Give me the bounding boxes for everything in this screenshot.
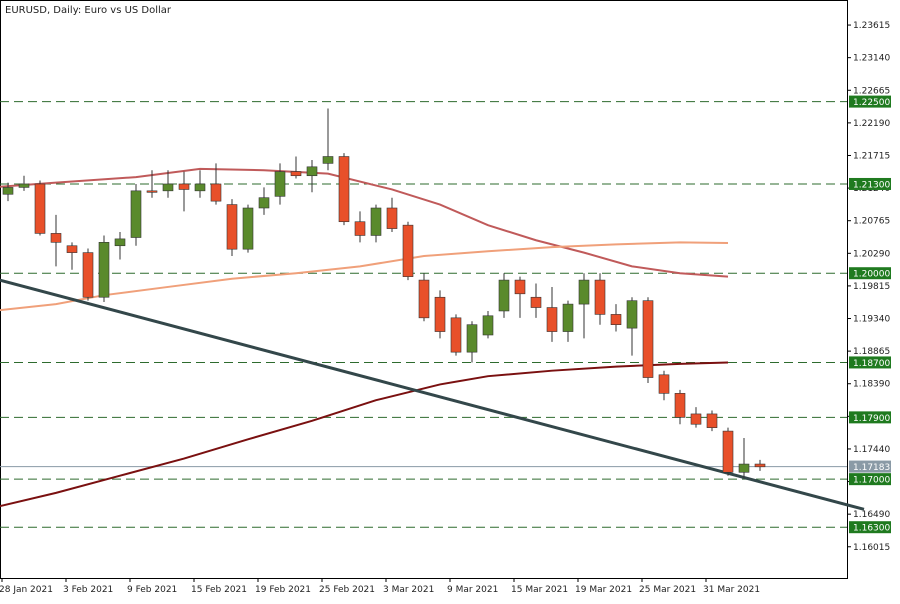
candle-body: [66, 245, 78, 253]
level-badge: 1.20000: [853, 270, 890, 280]
candle-body: [2, 187, 14, 195]
x-tick-label: 28 Jan 2021: [0, 585, 53, 595]
candle-body: [466, 324, 478, 353]
chart-title: EURUSD, Daily: Euro vs US Dollar: [5, 5, 172, 16]
x-tick-label: 3 Mar 2021: [383, 585, 434, 595]
candle-body: [306, 166, 318, 177]
x-tick-label: 9 Feb 2021: [127, 585, 177, 595]
level-badge-bg: [849, 267, 891, 280]
y-tick-label: 1.19340: [853, 315, 890, 325]
level-badge-bg: [849, 356, 891, 369]
candle-body: [130, 190, 142, 238]
candle-body: [594, 279, 606, 315]
candle-body: [194, 183, 206, 192]
level-badge-bg: [849, 521, 891, 534]
candle-body: [50, 233, 62, 243]
x-tick-label: 25 Feb 2021: [319, 585, 375, 595]
candle-body: [706, 413, 718, 428]
y-tick-label: 1.19815: [853, 282, 890, 292]
candle-body: [418, 279, 430, 319]
y-tick-label: 1.18865: [853, 347, 890, 357]
x-tick-label: 25 Mar 2021: [639, 585, 696, 595]
candle-body: [34, 183, 46, 234]
candle-body: [610, 314, 622, 325]
candle-body: [146, 190, 158, 193]
candle-body: [690, 413, 702, 425]
candle-body: [98, 242, 110, 298]
candle-body: [226, 204, 238, 250]
level-badge: 1.18700: [853, 359, 890, 369]
candle-body: [514, 279, 526, 295]
candle-body: [370, 207, 382, 236]
y-tick-label: 1.18390: [853, 380, 890, 390]
candle-body: [210, 183, 222, 202]
candle-body: [322, 156, 334, 164]
candle-body: [162, 183, 174, 192]
current-price-badge-bg: [849, 460, 891, 473]
candle-body: [274, 171, 286, 197]
x-tick-label: 19 Feb 2021: [255, 585, 311, 595]
y-tick-label: 1.22190: [853, 119, 890, 129]
x-tick-label: 3 Feb 2021: [63, 585, 113, 595]
level-badge-bg: [849, 473, 891, 486]
y-tick-label: 1.20765: [853, 217, 890, 227]
current-price-badge: 1.17183: [853, 463, 890, 473]
candle-body: [642, 300, 654, 378]
level-badge-bg: [849, 95, 891, 108]
ma-slow-line: [0, 167, 729, 278]
x-tick-label: 31 Mar 2021: [703, 585, 760, 595]
level-badge-bg: [849, 177, 891, 190]
candle-body: [386, 207, 398, 229]
y-tick-label: 1.23615: [853, 21, 890, 31]
candle-body: [738, 463, 750, 473]
trend-line: [0, 278, 865, 511]
candle-body: [18, 183, 30, 188]
candle-body: [722, 430, 734, 473]
candle-body: [546, 307, 558, 332]
ma-long-line: [0, 361, 729, 508]
candle-body: [402, 224, 414, 277]
candle-body: [434, 296, 446, 332]
y-tick-label: 1.21715: [853, 151, 890, 161]
candle-body: [290, 171, 302, 177]
x-tick-label: 9 Mar 2021: [447, 585, 498, 595]
y-tick-label: 1.16490: [853, 510, 890, 520]
candle-body: [658, 374, 670, 394]
level-badge: 1.16300: [853, 524, 890, 534]
y-tick-label: 1.22665: [853, 86, 890, 96]
y-tick-label: 1.20290: [853, 249, 890, 259]
candle-body: [258, 197, 270, 209]
candle-body: [530, 296, 542, 308]
candle-body: [242, 207, 254, 250]
candle-body: [674, 393, 686, 418]
candle-body: [338, 156, 350, 223]
level-badge: 1.17900: [853, 414, 890, 424]
x-tick-label: 19 Mar 2021: [575, 585, 632, 595]
candle-body: [498, 279, 510, 312]
candle-body: [82, 252, 94, 298]
y-tick-label: 1.16015: [853, 543, 890, 553]
candle-body: [178, 183, 190, 190]
y-tick-label: 1.17440: [853, 445, 890, 455]
candle-body: [450, 317, 462, 353]
level-badge: 1.22500: [853, 98, 890, 108]
candle-body: [482, 315, 494, 336]
y-tick-label: 1.23140: [853, 54, 890, 64]
level-badge-bg: [849, 411, 891, 424]
x-tick-label: 15 Feb 2021: [191, 585, 247, 595]
candle-body: [626, 300, 638, 329]
candle-body: [562, 303, 574, 332]
x-tick-label: 15 Mar 2021: [511, 585, 568, 595]
candle-body: [754, 463, 766, 468]
level-badge: 1.21300: [853, 180, 890, 190]
candle-body: [114, 238, 126, 247]
level-badge: 1.17000: [853, 476, 890, 486]
candle-body: [354, 221, 366, 236]
candle-body: [578, 279, 590, 305]
